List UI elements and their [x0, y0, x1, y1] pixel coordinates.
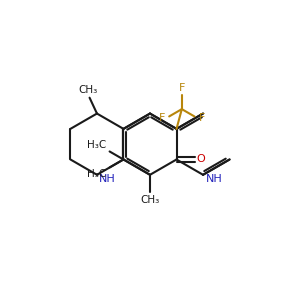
Text: NH: NH — [99, 174, 116, 184]
Text: F: F — [178, 83, 185, 93]
Text: H₃C: H₃C — [87, 169, 107, 179]
Text: CH₃: CH₃ — [140, 195, 160, 205]
Text: F: F — [199, 113, 205, 123]
Text: F: F — [159, 113, 165, 123]
Text: O: O — [196, 154, 206, 164]
Text: H₃C: H₃C — [87, 140, 107, 150]
Text: NH: NH — [206, 174, 222, 184]
Text: CH₃: CH₃ — [79, 85, 98, 95]
